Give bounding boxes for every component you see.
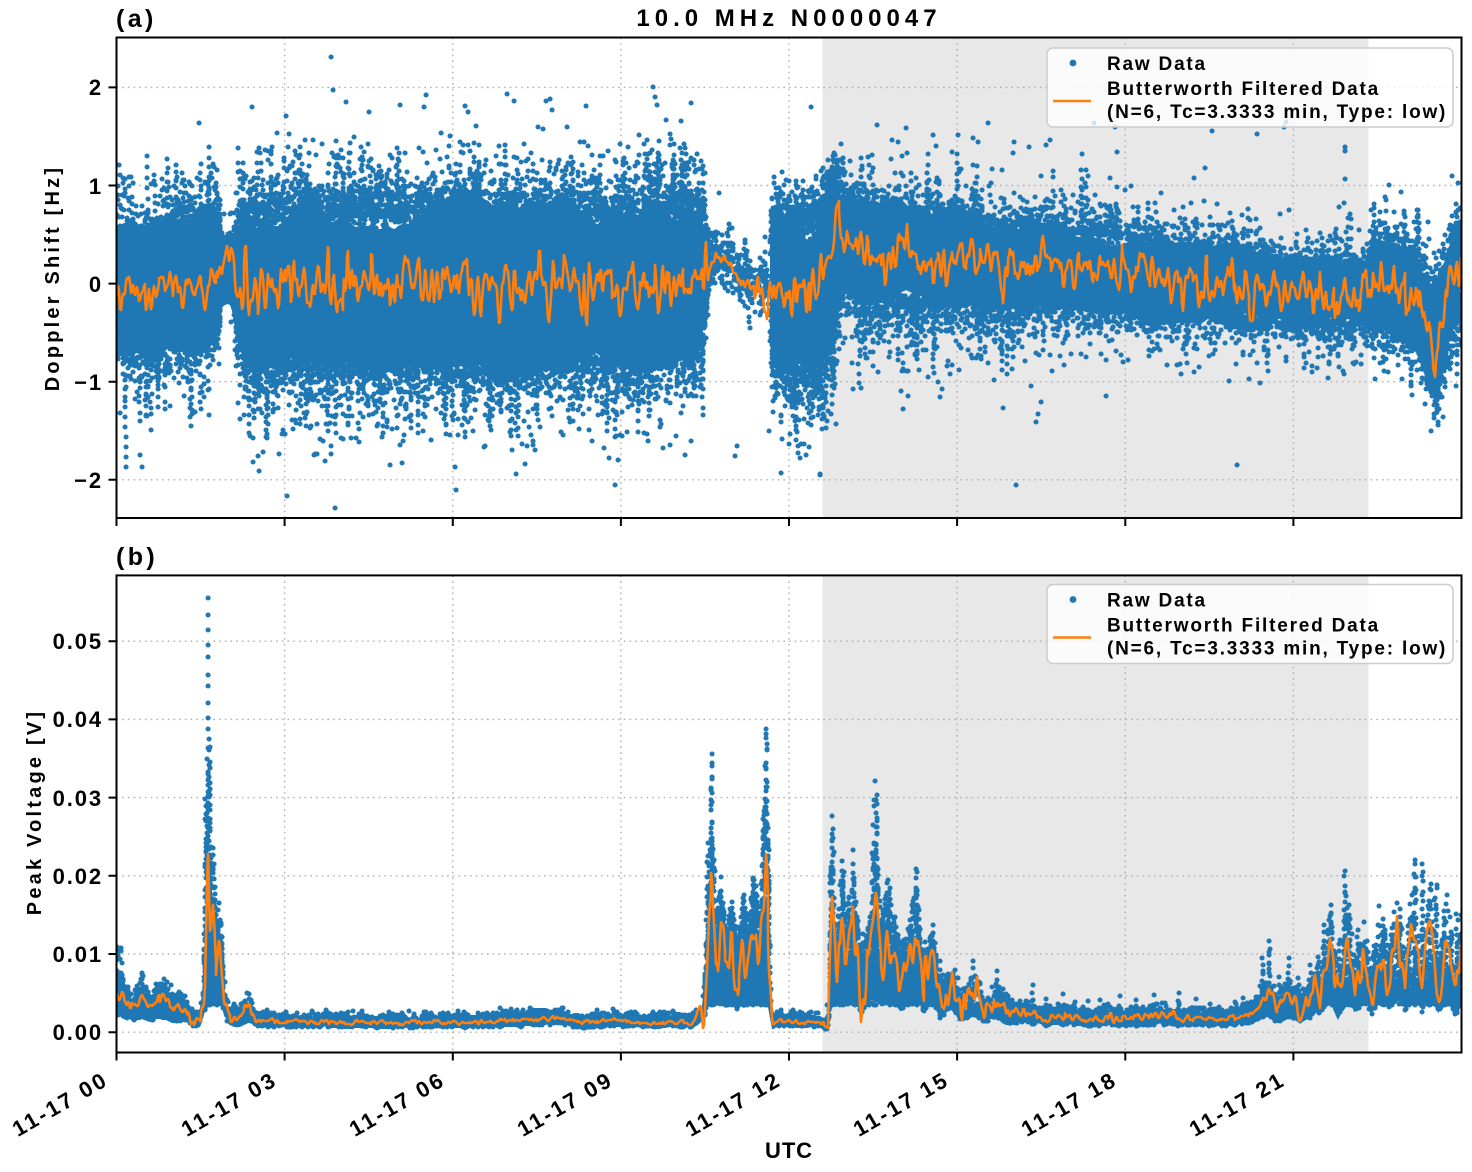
svg-text:Raw Data: Raw Data [1107,591,1207,612]
svg-text:−2: −2 [74,468,103,493]
svg-text:Butterworth Filtered Data: Butterworth Filtered Data [1107,79,1380,100]
svg-text:10.0 MHz N0000047: 10.0 MHz N0000047 [636,5,941,32]
svg-text:Butterworth Filtered Data: Butterworth Filtered Data [1107,616,1380,637]
svg-text:0.03: 0.03 [53,786,103,811]
svg-text:Peak Voltage [V]: Peak Voltage [V] [24,709,46,915]
svg-text:UTC: UTC [765,1138,813,1163]
svg-text:0.04: 0.04 [53,707,103,732]
svg-text:Raw Data: Raw Data [1107,54,1207,75]
svg-text:2: 2 [89,75,103,100]
svg-text:0.02: 0.02 [53,864,103,889]
svg-text:0.01: 0.01 [53,942,103,967]
svg-text:(N=6, Tc=3.3333 min, Type: low: (N=6, Tc=3.3333 min, Type: low) [1107,639,1447,660]
svg-text:Doppler Shift [Hz]: Doppler Shift [Hz] [42,165,64,391]
svg-text:0.00: 0.00 [53,1020,103,1045]
svg-text:(N=6, Tc=3.3333 min, Type: low: (N=6, Tc=3.3333 min, Type: low) [1107,102,1447,123]
svg-text:1: 1 [89,174,103,199]
svg-text:0: 0 [89,272,103,297]
svg-text:(a): (a) [116,5,157,33]
svg-text:(b): (b) [116,543,158,571]
svg-text:−1: −1 [74,370,103,395]
svg-text:0.05: 0.05 [53,629,103,654]
